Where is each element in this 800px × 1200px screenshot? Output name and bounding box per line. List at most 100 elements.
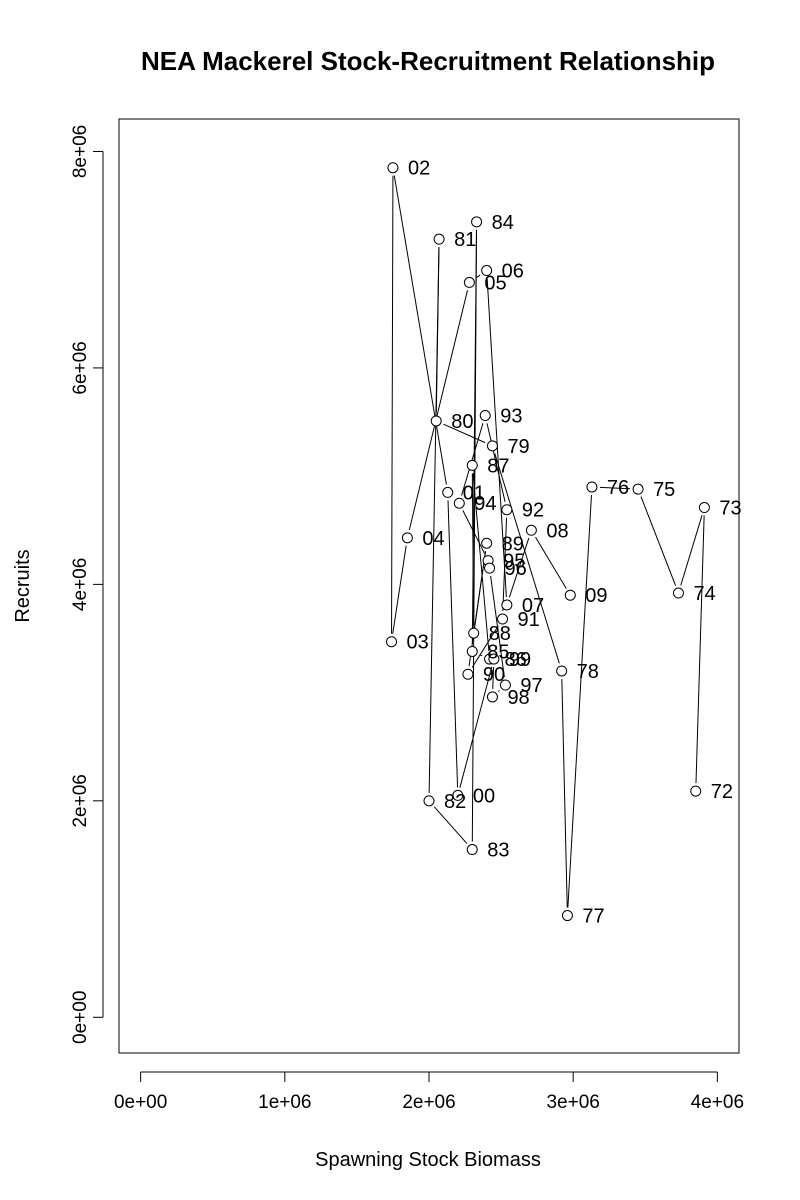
path-segment xyxy=(428,247,440,793)
x-axis: 0e+00 1e+06 2e+06 3e+06 4e+06 xyxy=(114,1071,744,1113)
path-segment xyxy=(486,278,507,597)
data-point xyxy=(486,691,498,703)
point-label: 78 xyxy=(577,661,599,683)
point-label: 88 xyxy=(489,623,511,645)
path-segment xyxy=(567,494,592,908)
point-label: 77 xyxy=(582,906,604,928)
data-point xyxy=(632,483,644,495)
data-point xyxy=(468,627,480,639)
data-point xyxy=(484,562,496,574)
y-tick-label: 6e+06 xyxy=(70,341,91,394)
point-label: 05 xyxy=(484,272,506,294)
data-point xyxy=(463,276,475,288)
point-label: 08 xyxy=(546,520,568,542)
point-label: 09 xyxy=(585,585,607,607)
point-label: 84 xyxy=(492,212,514,234)
data-point xyxy=(501,599,513,611)
plot-frame xyxy=(118,118,740,1054)
point-label: 99 xyxy=(509,649,531,671)
data-point xyxy=(698,502,710,514)
point-label: 83 xyxy=(487,840,509,862)
point-label: 90 xyxy=(483,664,505,686)
point-label: 95 xyxy=(503,551,525,573)
point-label: 89 xyxy=(502,533,524,555)
data-point xyxy=(481,537,493,549)
point-label: 94 xyxy=(474,493,496,515)
path-segment xyxy=(462,510,485,554)
path-segment xyxy=(490,576,505,678)
point-label: 00 xyxy=(473,785,495,807)
y-tick-label: 4e+06 xyxy=(70,558,91,611)
point-label: 73 xyxy=(719,498,741,520)
data-point xyxy=(486,440,498,452)
path-segment xyxy=(497,690,500,692)
data-point xyxy=(564,589,576,601)
point-label: 98 xyxy=(507,687,529,709)
y-axis: 0e+00 2e+06 4e+06 6e+06 8e+06 xyxy=(70,125,104,1044)
y-axis-label: Recruits xyxy=(12,549,34,622)
point-label: 74 xyxy=(693,583,715,605)
path-segment xyxy=(459,666,493,788)
path-segment xyxy=(471,625,499,668)
data-point xyxy=(497,613,509,625)
path-segment xyxy=(492,667,495,689)
path-segment xyxy=(475,274,481,279)
path-segment xyxy=(508,537,530,598)
point-label: 76 xyxy=(607,477,629,499)
data-point xyxy=(430,415,442,427)
point-label: 82 xyxy=(444,791,466,813)
series-points xyxy=(386,162,710,922)
data-point xyxy=(387,162,399,174)
point-label: 91 xyxy=(518,609,540,631)
point-label: 03 xyxy=(407,632,429,654)
point-label: 96 xyxy=(505,558,527,580)
data-point xyxy=(466,459,478,471)
data-point xyxy=(499,679,511,691)
point-label: 04 xyxy=(422,528,444,550)
point-label: 02 xyxy=(408,158,430,180)
path-segment xyxy=(393,175,447,485)
y-tick-label: 2e+06 xyxy=(70,774,91,827)
path-segment xyxy=(680,515,703,586)
x-axis-label: Spawning Stock Biomass xyxy=(315,1149,541,1171)
point-label: 79 xyxy=(507,436,529,458)
x-tick-label: 3e+06 xyxy=(546,1092,599,1113)
path-segment xyxy=(392,545,407,634)
y-tick-label: 8e+06 xyxy=(70,125,91,178)
data-point xyxy=(466,844,478,856)
data-point xyxy=(452,789,464,801)
point-label: 87 xyxy=(487,455,509,477)
data-point xyxy=(386,636,398,648)
data-point xyxy=(525,524,537,536)
data-point xyxy=(561,910,573,922)
path-segment xyxy=(486,423,506,503)
point-label: 85 xyxy=(487,641,509,663)
point-label: 93 xyxy=(500,406,522,428)
path-segment xyxy=(494,453,560,664)
point-label: 81 xyxy=(454,229,476,251)
data-point xyxy=(481,265,493,277)
point-label: 01 xyxy=(463,482,485,504)
point-label: 86 xyxy=(505,649,527,671)
path-segment xyxy=(433,806,468,844)
x-tick-label: 0e+00 xyxy=(114,1092,167,1113)
data-point xyxy=(423,795,435,807)
point-label: 80 xyxy=(451,411,473,433)
data-point xyxy=(501,504,513,516)
data-point xyxy=(462,668,474,680)
x-tick-label: 1e+06 xyxy=(258,1092,311,1113)
path-segment xyxy=(471,473,475,626)
data-point xyxy=(433,233,445,245)
data-point xyxy=(488,653,500,665)
chart-title: NEA Mackerel Stock-Recruitment Relations… xyxy=(141,46,715,76)
point-label: 06 xyxy=(502,261,524,283)
path-segment xyxy=(391,175,394,634)
point-label: 72 xyxy=(711,781,733,803)
path-segment xyxy=(447,500,459,788)
path-segment xyxy=(461,423,484,496)
data-point xyxy=(401,532,413,544)
path-segment xyxy=(640,496,677,586)
data-point xyxy=(690,785,702,797)
path-segment xyxy=(599,486,631,490)
